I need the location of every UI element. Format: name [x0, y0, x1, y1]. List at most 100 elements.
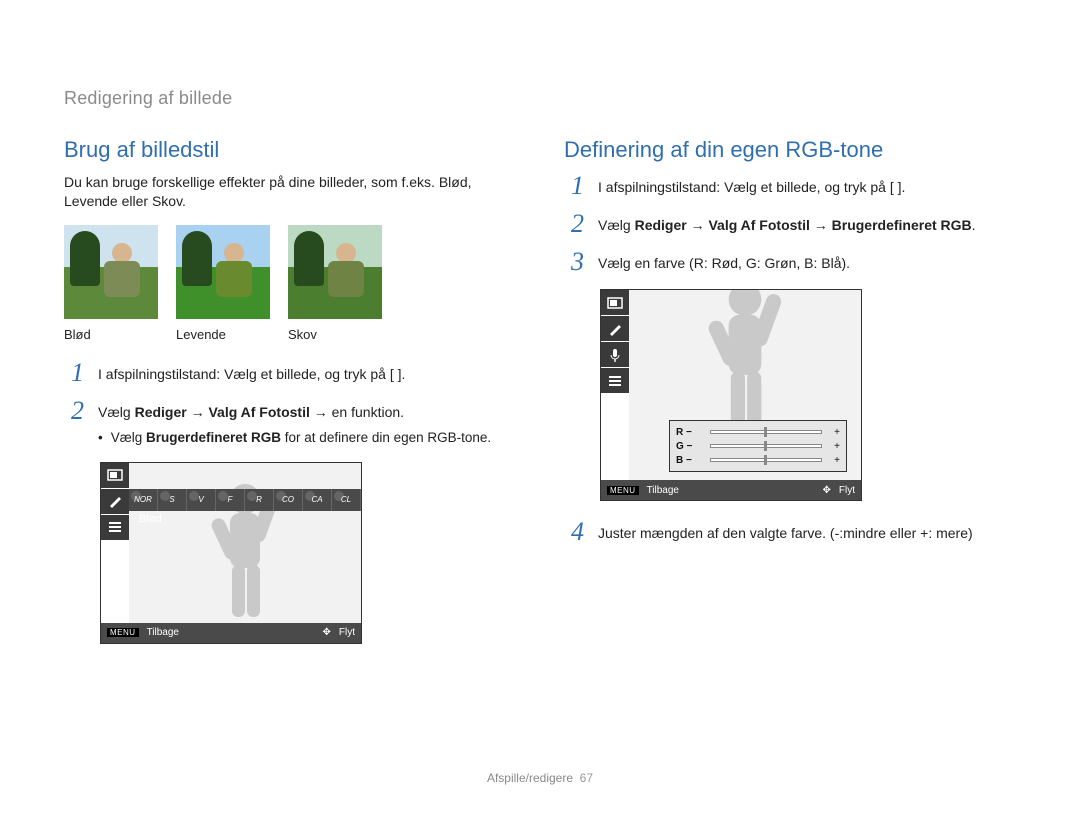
step-1-left: 1 I afspilningstilstand: Vælg et billede…: [64, 360, 516, 386]
rgb-row-b[interactable]: B − +: [676, 453, 840, 467]
screen-photostyle: NOR S V F R CO CA CL Blød MENU Tilbage: [100, 462, 362, 644]
aspect-icon: [101, 463, 129, 489]
thumb-torso: [328, 261, 364, 297]
t: Valg Af Fotostil: [708, 217, 809, 233]
t: →: [810, 217, 832, 233]
t: Vælg: [111, 430, 146, 445]
move-label[interactable]: Flyt: [839, 485, 855, 496]
t: Rediger: [635, 217, 687, 233]
thumb-levende: Levende: [176, 225, 270, 342]
back-label[interactable]: Tilbage: [647, 485, 679, 496]
screen-canvas: [129, 463, 361, 623]
t: Brugerdefineret RGB: [146, 430, 281, 445]
breadcrumb: Redigering af billede: [64, 88, 1016, 109]
step-text: I afspilningstilstand: Vælg et billede, …: [98, 360, 516, 384]
mode-item[interactable]: CO: [274, 489, 303, 511]
screen-inner: NOR S V F R CO CA CL Blød: [101, 463, 361, 623]
mode-item[interactable]: R: [245, 489, 274, 511]
step-text: Juster mængden af den valgte farve. (-:m…: [598, 519, 1016, 543]
mode-item[interactable]: NOR: [129, 489, 158, 511]
step-2-right: 2 Vælg Rediger → Valg Af Fotostil → Brug…: [564, 211, 1016, 237]
thumb-levende-label: Levende: [176, 327, 270, 342]
rgb-plus: +: [830, 455, 840, 466]
mode-item[interactable]: S: [158, 489, 187, 511]
move-icon: ✥: [823, 485, 831, 496]
step-text: Vælg en farve (R: Rød, G: Grøn, B: Blå).: [598, 249, 1016, 273]
mode-item[interactable]: V: [187, 489, 216, 511]
thumb-torso: [216, 261, 252, 297]
rgb-label: B −: [676, 455, 702, 466]
col-right: Definering af din egen RGB-tone 1 I afsp…: [564, 137, 1016, 644]
selected-mode-label: Blød: [139, 513, 162, 525]
screen-rgb: R − + G − + B −: [600, 289, 862, 501]
thumb-tree: [294, 231, 324, 286]
step-number: 1: [64, 360, 84, 386]
heading-right: Definering af din egen RGB-tone: [564, 137, 1016, 163]
rgb-bar[interactable]: [710, 430, 822, 434]
rgb-bar[interactable]: [710, 444, 822, 448]
mic-icon: [601, 342, 629, 368]
thumb-levende-image: [176, 225, 270, 319]
sliders-icon: [101, 515, 129, 541]
columns: Brug af billedstil Du kan bruge forskell…: [64, 137, 1016, 644]
sliders-icon: [601, 368, 629, 394]
footer-page: 67: [580, 771, 593, 785]
step-2-left: 2 Vælg Rediger → Valg Af Fotostil → en f…: [64, 398, 516, 448]
screen-inner: R − + G − + B −: [601, 290, 861, 480]
move-label[interactable]: Flyt: [339, 627, 355, 638]
back-label[interactable]: Tilbage: [147, 627, 179, 638]
thumb-blod: Blød: [64, 225, 158, 342]
move-icon: ✥: [323, 627, 331, 638]
rgb-cursor[interactable]: [764, 455, 767, 465]
t: Brugerdefineret RGB: [832, 217, 972, 233]
t: Vælg: [98, 404, 135, 420]
t: for at definere din egen RGB-tone.: [281, 430, 491, 445]
step-text: I afspilningstilstand: Vælg et billede, …: [598, 173, 1016, 197]
step-1-right: 1 I afspilningstilstand: Vælg et billede…: [564, 173, 1016, 199]
brush-icon: [601, 316, 629, 342]
thumb-skov-image: [288, 225, 382, 319]
t: .: [972, 217, 976, 233]
footer-section: Afspille/redigere: [487, 771, 573, 785]
thumb-head: [112, 243, 132, 263]
col-left: Brug af billedstil Du kan bruge forskell…: [64, 137, 516, 644]
rgb-panel: R − + G − + B −: [669, 420, 847, 472]
thumb-head: [224, 243, 244, 263]
rgb-cursor[interactable]: [764, 441, 767, 451]
rgb-plus: +: [830, 441, 840, 452]
thumb-person: [322, 243, 366, 311]
bullet-text: Vælg Brugerdefineret RGB for at definere…: [111, 428, 491, 448]
page-footer: Afspille/redigere 67: [0, 771, 1080, 785]
side-icons: [101, 463, 129, 623]
rgb-label: G −: [676, 441, 702, 452]
t: →: [187, 404, 209, 420]
thumb-tree: [70, 231, 100, 286]
mode-item[interactable]: F: [216, 489, 245, 511]
rgb-row-r[interactable]: R − +: [676, 425, 840, 439]
rgb-row-g[interactable]: G − +: [676, 439, 840, 453]
thumb-person: [98, 243, 142, 311]
rgb-bar[interactable]: [710, 458, 822, 462]
mode-item[interactable]: CA: [303, 489, 332, 511]
thumb-blod-image: [64, 225, 158, 319]
thumbnails: Blød Levende: [64, 225, 516, 342]
t: Vælg: [598, 217, 635, 233]
t: Valg Af Fotostil: [208, 404, 309, 420]
t: →: [310, 404, 332, 420]
rgb-cursor[interactable]: [764, 427, 767, 437]
intro-left: Du kan bruge forskellige effekter på din…: [64, 173, 516, 211]
rgb-label: R −: [676, 427, 702, 438]
mode-item[interactable]: CL: [332, 489, 361, 511]
step-text: Vælg Rediger → Valg Af Fotostil → en fun…: [98, 398, 516, 448]
step-number: 3: [564, 249, 584, 275]
step-4-right: 4 Juster mængden af den valgte farve. (-…: [564, 519, 1016, 545]
modes-bar: NOR S V F R CO CA CL: [129, 489, 361, 511]
thumb-person: [210, 243, 254, 311]
bullet: Vælg Brugerdefineret RGB for at definere…: [98, 428, 516, 448]
aspect-icon: [601, 290, 629, 316]
t: en funktion.: [332, 404, 404, 420]
thumb-torso: [104, 261, 140, 297]
screen-footer: MENU Tilbage ✥ Flyt: [601, 480, 861, 500]
thumb-blod-label: Blød: [64, 327, 158, 342]
brush-icon: [101, 489, 129, 515]
